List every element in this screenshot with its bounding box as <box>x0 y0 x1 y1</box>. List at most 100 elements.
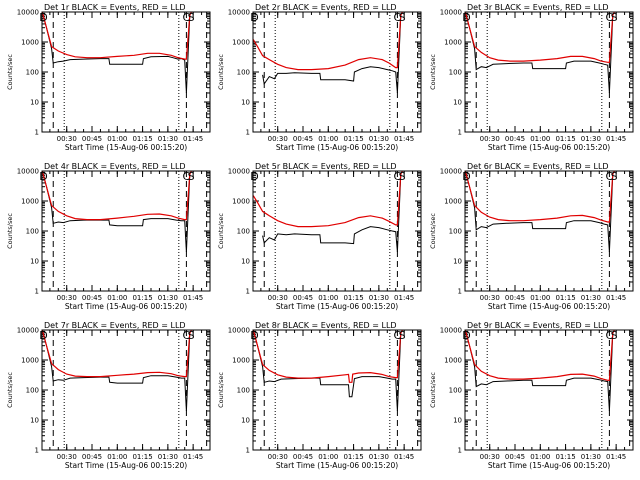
x-tick-label: 00:30 <box>57 453 77 461</box>
y-tick-label: 100 <box>449 387 462 395</box>
x-tick-label: 01:00 <box>530 294 550 302</box>
x-tick-label: 01:45 <box>183 453 203 461</box>
y-tick-label: 1 <box>458 288 462 296</box>
x-axis-label: Start Time (15-Aug-06 00:15:20) <box>276 302 398 311</box>
y-tick-label: 10000 <box>228 327 250 335</box>
events-series-line <box>262 170 403 253</box>
plot-frame <box>41 329 211 451</box>
plot-frame <box>464 11 634 133</box>
x-tick-label: 01:30 <box>369 294 389 302</box>
y-tick-label: 100 <box>449 69 462 77</box>
x-tick-label: 00:30 <box>480 294 500 302</box>
y-tick-label: 10000 <box>440 168 462 176</box>
y-tick-label: 10 <box>30 258 39 266</box>
x-tick-label: 01:00 <box>318 135 338 143</box>
marker-label-c: C <box>183 170 191 183</box>
events-series-line <box>464 11 615 94</box>
y-tick-label: 10000 <box>17 168 39 176</box>
y-axis-label: Counts/sec <box>429 372 437 408</box>
marker-label-d: D <box>462 170 470 183</box>
lld-series-line <box>41 11 193 60</box>
chart-panel-8: Det 8r BLACK = Events, RED = LLD 1 10 100 10… <box>217 321 422 470</box>
y-tick-label: 1000 <box>444 357 462 365</box>
y-tick-label: 100 <box>237 69 250 77</box>
y-tick-label: 1000 <box>21 357 39 365</box>
x-tick-label: 01:30 <box>369 135 389 143</box>
y-tick-label: 100 <box>237 228 250 236</box>
chart-panel-9: Det 9r BLACK = Events, RED = LLD 1 10 100 10… <box>429 321 634 470</box>
x-tick-label: 01:00 <box>107 453 127 461</box>
x-tick-label: 01:45 <box>606 453 626 461</box>
y-tick-label: 10000 <box>440 9 462 17</box>
x-tick-label: 01:30 <box>158 135 178 143</box>
y-tick-label: 1000 <box>444 198 462 206</box>
x-tick-label: 01:15 <box>555 294 575 302</box>
chart-panel-6: Det 6r BLACK = Events, RED = LLD 1 10 100 10… <box>429 162 634 311</box>
x-tick-label: 01:45 <box>394 135 414 143</box>
panel-title: Det 4r BLACK = Events, RED = LLD <box>44 162 186 171</box>
x-axis-label: Start Time (15-Aug-06 00:15:20) <box>276 461 398 470</box>
x-tick-label: 01:45 <box>394 453 414 461</box>
lld-series-line <box>41 329 193 378</box>
x-tick-label: 00:45 <box>82 135 102 143</box>
y-axis-label: Counts/sec <box>429 54 437 90</box>
y-tick-label: 1 <box>458 129 462 137</box>
x-tick-label: 01:45 <box>606 135 626 143</box>
x-axis-label: Start Time (15-Aug-06 00:15:20) <box>276 143 398 152</box>
x-axis-label: Start Time (15-Aug-06 00:15:20) <box>488 143 610 152</box>
panel-title: Det 5r BLACK = Events, RED = LLD <box>255 162 397 171</box>
plot-frame <box>464 329 634 451</box>
x-tick-label: 00:30 <box>480 453 500 461</box>
x-tick-label: 01:15 <box>555 453 575 461</box>
x-tick-label: 01:30 <box>158 294 178 302</box>
x-tick-label: 01:45 <box>606 294 626 302</box>
marker-label-c: C <box>183 11 191 24</box>
events-series-line <box>41 170 192 253</box>
x-tick-label: 01:15 <box>343 453 363 461</box>
y-tick-label: 1000 <box>21 39 39 47</box>
lld-series-line <box>464 11 616 63</box>
marker-label-c: C <box>394 170 402 183</box>
lld-series-line <box>464 170 616 223</box>
x-tick-label: 01:45 <box>183 294 203 302</box>
plot-frame <box>252 170 422 292</box>
x-tick-label: 01:30 <box>581 135 601 143</box>
panel-title: Det 7r BLACK = Events, RED = LLD <box>44 321 186 330</box>
marker-label-c: C <box>606 329 614 342</box>
events-series-line <box>252 329 403 412</box>
y-tick-label: 10000 <box>440 327 462 335</box>
events-series-line <box>464 329 615 412</box>
marker-label-s: S <box>611 329 618 342</box>
marker-label-s: S <box>188 329 195 342</box>
x-tick-label: 00:45 <box>505 453 525 461</box>
y-tick-label: 10000 <box>228 168 250 176</box>
x-tick-label: 01:15 <box>132 453 152 461</box>
y-tick-label: 10 <box>241 258 250 266</box>
y-axis-label: Counts/sec <box>6 54 14 90</box>
marker-label-d: D <box>250 11 258 24</box>
x-tick-label: 01:15 <box>132 135 152 143</box>
events-series-line <box>262 11 403 94</box>
chart-panel-5: Det 5r BLACK = Events, RED = LLD 1 10 100 10… <box>217 162 422 311</box>
chart-panel-7: Det 7r BLACK = Events, RED = LLD 1 10 100 10… <box>6 321 211 470</box>
x-axis-label: Start Time (15-Aug-06 00:15:20) <box>65 143 187 152</box>
y-tick-label: 1 <box>35 129 39 137</box>
y-tick-label: 10 <box>453 99 462 107</box>
y-tick-label: 1 <box>458 447 462 455</box>
x-tick-label: 00:30 <box>268 135 288 143</box>
marker-label-s: S <box>188 11 195 24</box>
x-tick-label: 00:30 <box>57 135 77 143</box>
marker-label-c: C <box>394 329 402 342</box>
marker-label-s: S <box>399 329 406 342</box>
marker-label-d: D <box>462 11 470 24</box>
marker-label-s: S <box>188 170 195 183</box>
chart-panel-3: Det 3r BLACK = Events, RED = LLD 1 10 100 10… <box>429 3 634 152</box>
x-tick-label: 01:30 <box>158 453 178 461</box>
marker-label-s: S <box>399 11 406 24</box>
y-tick-label: 10 <box>30 417 39 425</box>
plot-frame <box>464 170 634 292</box>
y-tick-label: 1000 <box>232 357 250 365</box>
x-tick-label: 00:45 <box>82 294 102 302</box>
x-tick-label: 01:15 <box>132 294 152 302</box>
